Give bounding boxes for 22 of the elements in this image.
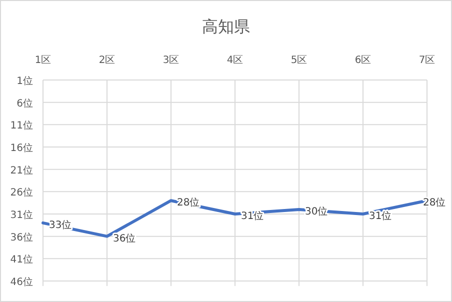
y-tick-label: 46位 xyxy=(10,276,33,288)
x-tick-label: 6区 xyxy=(354,55,372,66)
data-label: 31位 xyxy=(241,210,264,222)
x-tick-label: 2区 xyxy=(98,55,116,66)
y-tick-label: 11位 xyxy=(10,120,33,132)
y-tick-label: 31位 xyxy=(10,209,33,221)
y-tick-label: 41位 xyxy=(10,254,33,266)
y-tick-label: 16位 xyxy=(10,142,33,154)
chart-title: 高知県 xyxy=(202,17,250,36)
data-label: 36位 xyxy=(113,232,136,244)
y-tick-label: 6位 xyxy=(16,97,33,110)
x-tick-label: 5区 xyxy=(290,55,308,66)
y-tick-label: 1位 xyxy=(16,75,33,87)
y-tick-label: 21位 xyxy=(10,164,33,176)
x-tick-label: 1区 xyxy=(34,55,52,66)
x-tick-label: 3区 xyxy=(162,55,180,66)
x-tick-label: 7区 xyxy=(418,55,436,66)
y-tick-label: 26位 xyxy=(10,186,33,199)
data-label: 28位 xyxy=(423,196,446,209)
y-tick-label: 36位 xyxy=(10,231,33,244)
x-tick-label: 4区 xyxy=(226,55,244,66)
data-label: 31位 xyxy=(369,210,392,222)
